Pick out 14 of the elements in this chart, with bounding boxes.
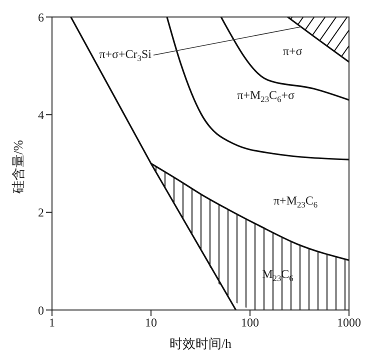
x-tick-label: 100 <box>241 316 259 330</box>
y-axis-title: 硅含量/% <box>10 140 26 194</box>
annotation: π+M$_{23}$C$_{6}$ <box>274 193 318 210</box>
y-tick-label: 0 <box>38 303 44 318</box>
y-tick-label: 4 <box>38 108 44 122</box>
y-tick-label: 6 <box>38 10 44 24</box>
annotation: π+σ <box>282 44 303 58</box>
annotation: π+σ+Cr$_{3}$Si <box>99 46 152 64</box>
x-tick-label: 1000 <box>337 316 361 330</box>
x-tick-label: 1 <box>49 316 55 330</box>
x-tick-label: 10 <box>145 316 157 330</box>
annotation: π+M$_{23}$C$_{6}$+σ <box>237 88 296 105</box>
y-tick-label: 2 <box>38 206 44 220</box>
x-axis-title: 时效时间/h <box>169 336 232 351</box>
